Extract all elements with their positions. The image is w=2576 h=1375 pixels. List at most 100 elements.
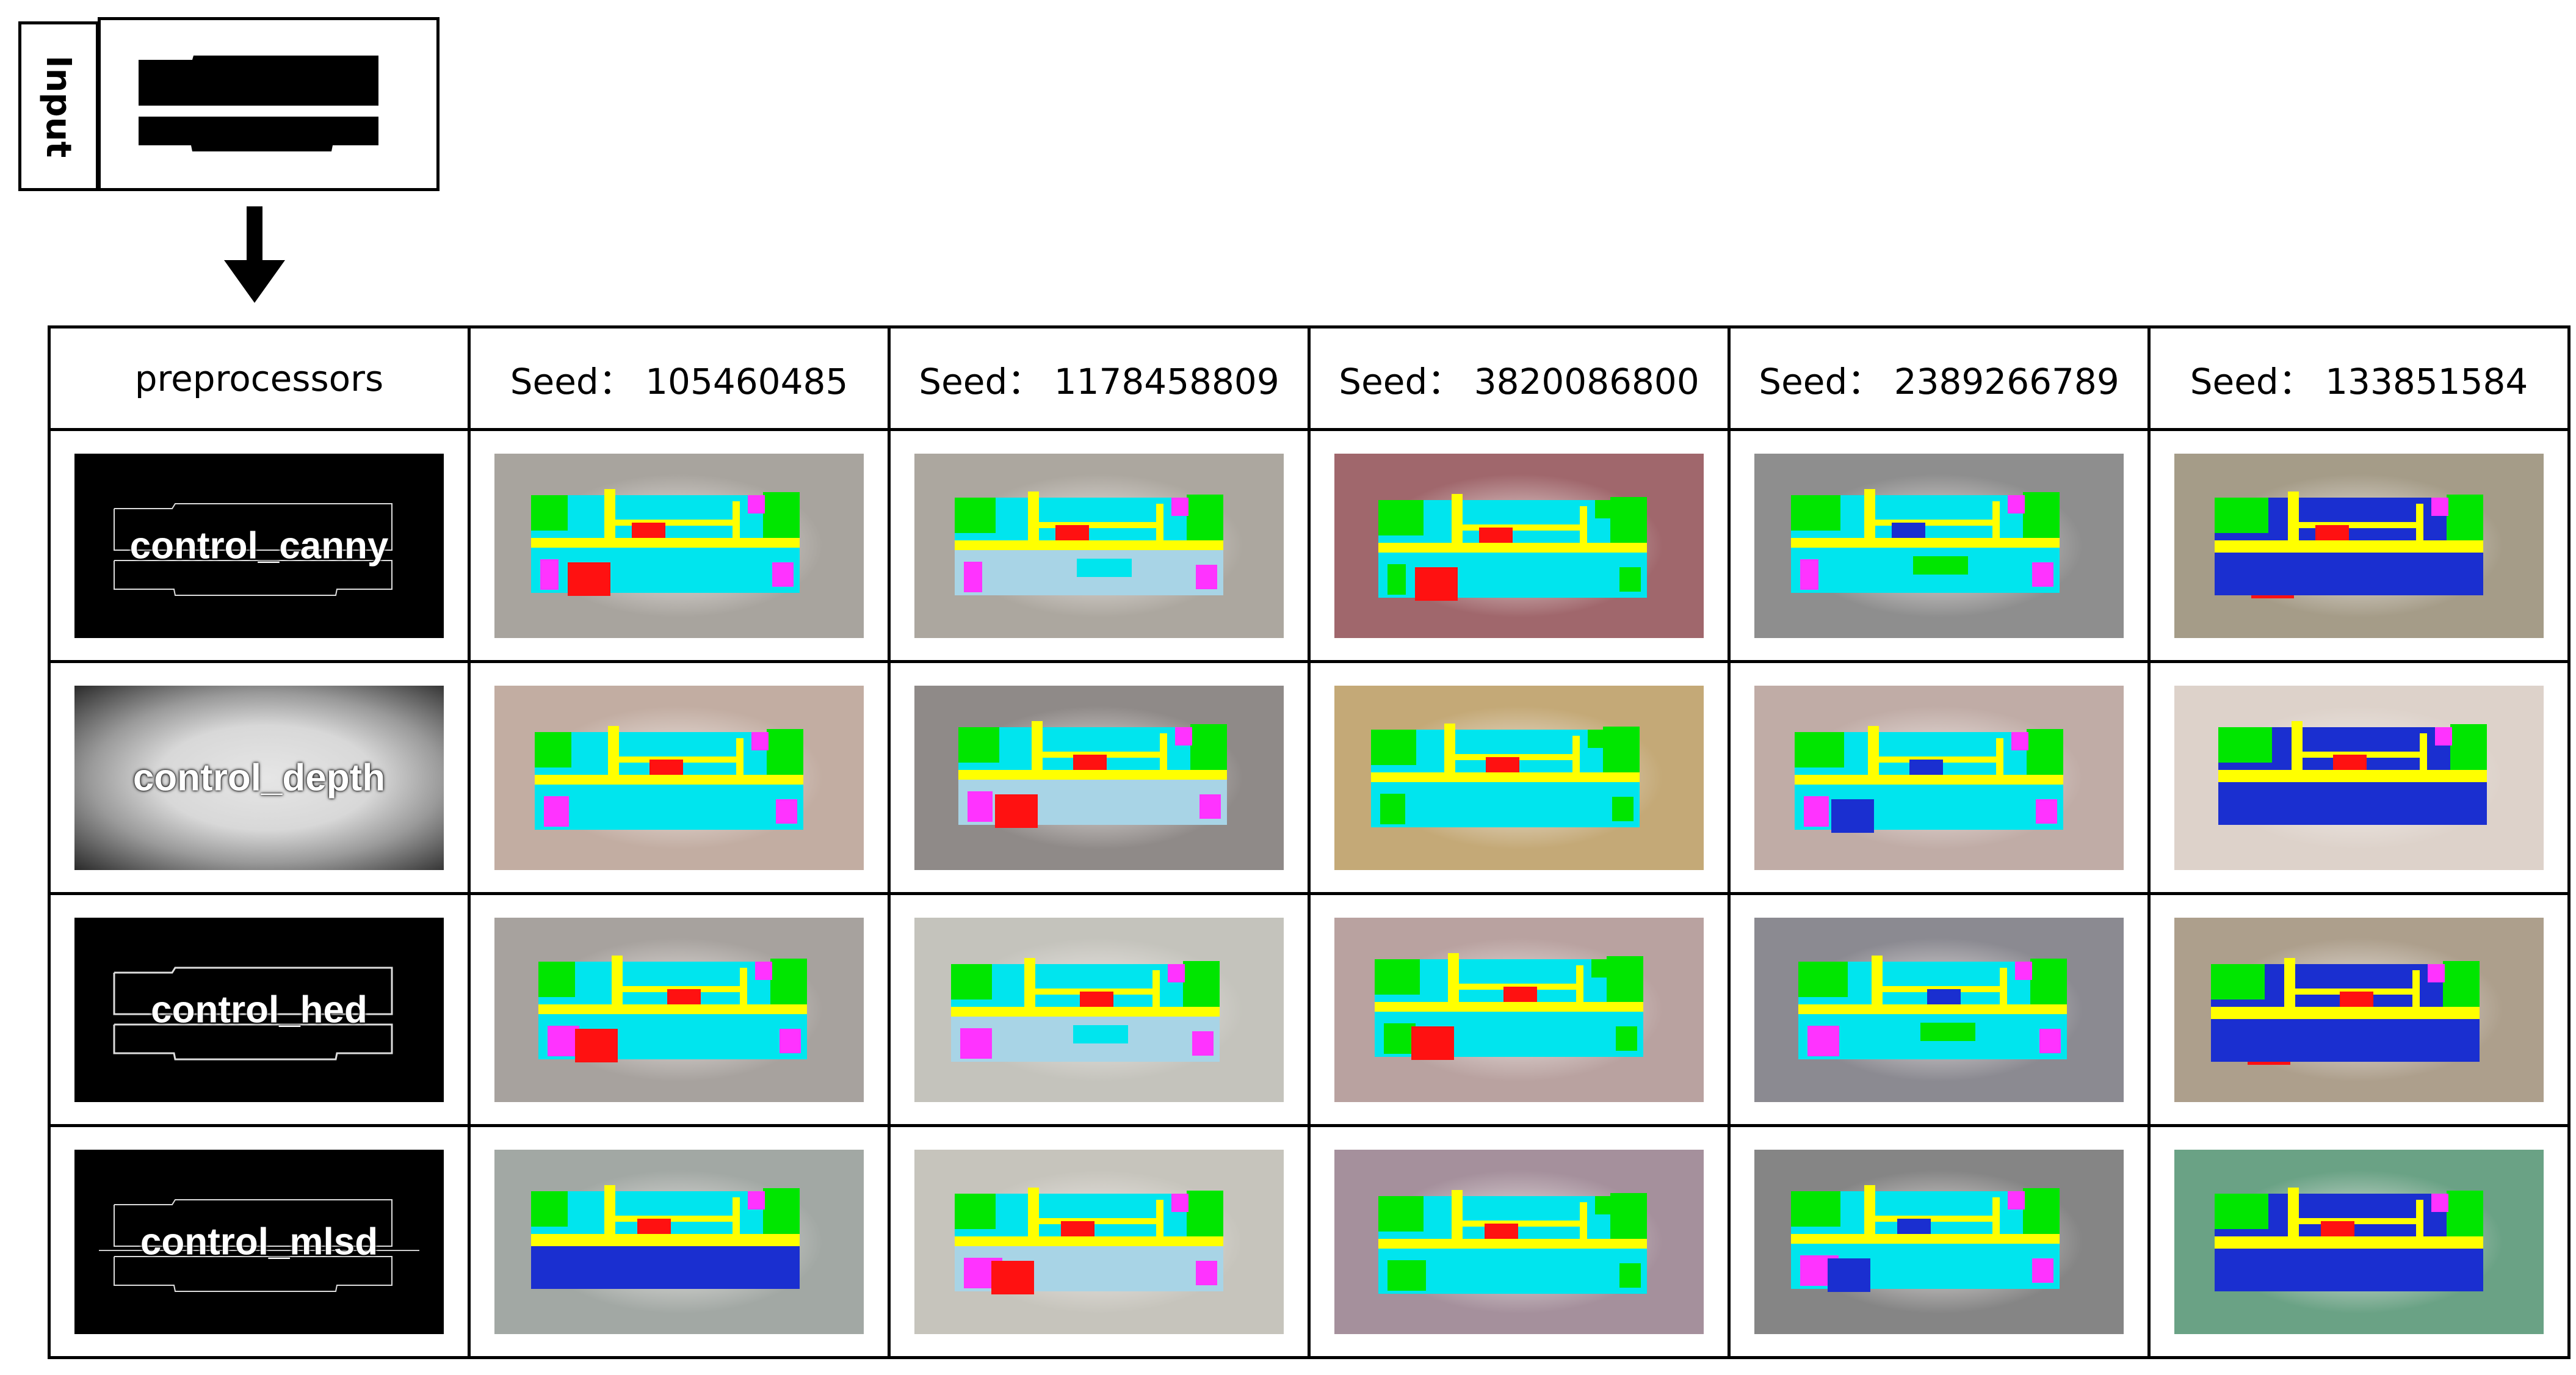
generated-plan-image bbox=[494, 917, 864, 1102]
plan-room bbox=[1619, 567, 1641, 592]
plan-room bbox=[770, 958, 807, 1004]
plan-room bbox=[1175, 727, 1192, 746]
plan-room bbox=[1171, 1193, 1189, 1212]
plan-room bbox=[763, 1188, 800, 1234]
plan-room bbox=[2023, 492, 2060, 538]
plan-room bbox=[2032, 1258, 2053, 1283]
plan-room bbox=[1607, 956, 1643, 1002]
generated-plan-image bbox=[2174, 1149, 2544, 1334]
plan-room bbox=[748, 495, 765, 513]
generated-plan-image bbox=[1754, 453, 2124, 638]
plan-corridor bbox=[1791, 1233, 2060, 1244]
plan-room bbox=[1183, 960, 1220, 1007]
plan-room bbox=[1077, 558, 1132, 577]
plan-corridor bbox=[1580, 506, 1587, 543]
plan-corridor bbox=[955, 540, 1223, 550]
plan-corridor bbox=[1032, 720, 1043, 780]
floor-plan-drawing bbox=[955, 491, 1223, 595]
header-seed-label: Seed： 105460485 bbox=[510, 360, 848, 402]
plan-corridor bbox=[2215, 541, 2483, 553]
plan-room bbox=[1384, 1023, 1416, 1054]
plan-corridor bbox=[604, 1185, 615, 1244]
plan-room bbox=[1486, 756, 1519, 772]
plan-corridor bbox=[1028, 491, 1039, 550]
plan-corridor bbox=[736, 738, 743, 775]
floor-plan-drawing bbox=[1371, 723, 1640, 827]
plan-room bbox=[1612, 796, 1634, 821]
plan-room bbox=[632, 522, 665, 538]
generated-plan-image bbox=[1754, 917, 2124, 1102]
plan-room bbox=[1192, 1031, 1214, 1056]
generated-plan-image bbox=[914, 1149, 1284, 1334]
header-seed: Seed： 105460485 bbox=[471, 328, 891, 431]
plan-room bbox=[535, 731, 571, 767]
header-seed-label: Seed： 133851584 bbox=[2190, 360, 2528, 402]
plan-corridor bbox=[1996, 738, 2003, 775]
plan-room bbox=[1791, 1191, 1840, 1227]
plan-room bbox=[1595, 1195, 1612, 1214]
plan-room bbox=[1503, 986, 1537, 1002]
plan-corridor bbox=[1868, 725, 1879, 785]
plan-corridor bbox=[1580, 1202, 1587, 1239]
plan-corridor bbox=[1039, 1217, 1161, 1224]
plan-corridor bbox=[2218, 771, 2487, 782]
floor-plan-drawing bbox=[1378, 1189, 1647, 1294]
result-cell bbox=[471, 431, 891, 663]
plan-corridor bbox=[1444, 723, 1455, 782]
plan-room bbox=[1168, 963, 1185, 982]
plan-corridor bbox=[538, 1004, 807, 1014]
plan-corridor bbox=[1872, 955, 1883, 1014]
floor-plan-drawing bbox=[1791, 1185, 2060, 1292]
result-cell bbox=[471, 895, 891, 1127]
preprocessor-name: control_depth bbox=[132, 756, 386, 799]
plan-corridor bbox=[733, 1197, 740, 1234]
plan-corridor bbox=[1452, 493, 1463, 553]
plan-room bbox=[772, 562, 794, 587]
plan-room bbox=[2315, 524, 2349, 540]
plan-corridor bbox=[531, 537, 800, 548]
floor-plan-drawing bbox=[531, 488, 800, 596]
header-seed: Seed： 3820086800 bbox=[1311, 328, 1731, 431]
result-cell bbox=[1311, 663, 1731, 895]
generated-plan-image bbox=[914, 685, 1284, 870]
plan-lower-block bbox=[531, 1246, 800, 1289]
plan-room bbox=[1804, 796, 1829, 827]
result-cell bbox=[1731, 663, 2151, 895]
result-cell bbox=[1731, 431, 2151, 663]
plan-room bbox=[1795, 731, 1844, 767]
plan-room bbox=[1500, 1257, 1555, 1275]
result-cell bbox=[891, 663, 1311, 895]
plan-corridor bbox=[1576, 965, 1583, 1002]
result-cell bbox=[891, 1127, 1311, 1359]
plan-room bbox=[1073, 754, 1107, 770]
plan-room bbox=[1073, 1025, 1128, 1043]
plan-room bbox=[2008, 495, 2025, 513]
plan-room bbox=[568, 562, 610, 596]
generated-plan-image bbox=[914, 453, 1284, 638]
plan-room bbox=[1371, 729, 1416, 765]
preprocessor-cell: control_mlsd bbox=[51, 1127, 471, 1359]
floor-plan-drawing bbox=[2215, 1187, 2483, 1291]
plan-room bbox=[2443, 960, 2480, 1007]
plan-corridor bbox=[1024, 957, 1035, 1017]
generated-plan-image bbox=[494, 685, 864, 870]
plan-corridor bbox=[740, 967, 747, 1004]
plan-room bbox=[951, 963, 992, 1000]
plan-room bbox=[2036, 799, 2057, 824]
result-cell bbox=[471, 1127, 891, 1359]
plan-corridor bbox=[1448, 952, 1459, 1012]
plan-corridor bbox=[1463, 524, 1585, 531]
plan-corridor bbox=[2420, 733, 2427, 770]
plan-room bbox=[763, 492, 800, 538]
input-image bbox=[98, 17, 440, 191]
results-table: preprocessors Seed： 105460485 Seed： 1178… bbox=[48, 325, 2571, 1359]
plan-room bbox=[2032, 562, 2053, 587]
plan-corridor bbox=[1378, 1238, 1647, 1249]
plan-corridor bbox=[1160, 733, 1167, 770]
plan-room bbox=[1619, 1263, 1641, 1288]
generated-plan-image bbox=[494, 1149, 864, 1334]
result-cell bbox=[1731, 1127, 2151, 1359]
plan-corridor bbox=[733, 501, 740, 538]
plan-corridor bbox=[958, 769, 1227, 780]
plan-room bbox=[991, 1260, 1034, 1294]
